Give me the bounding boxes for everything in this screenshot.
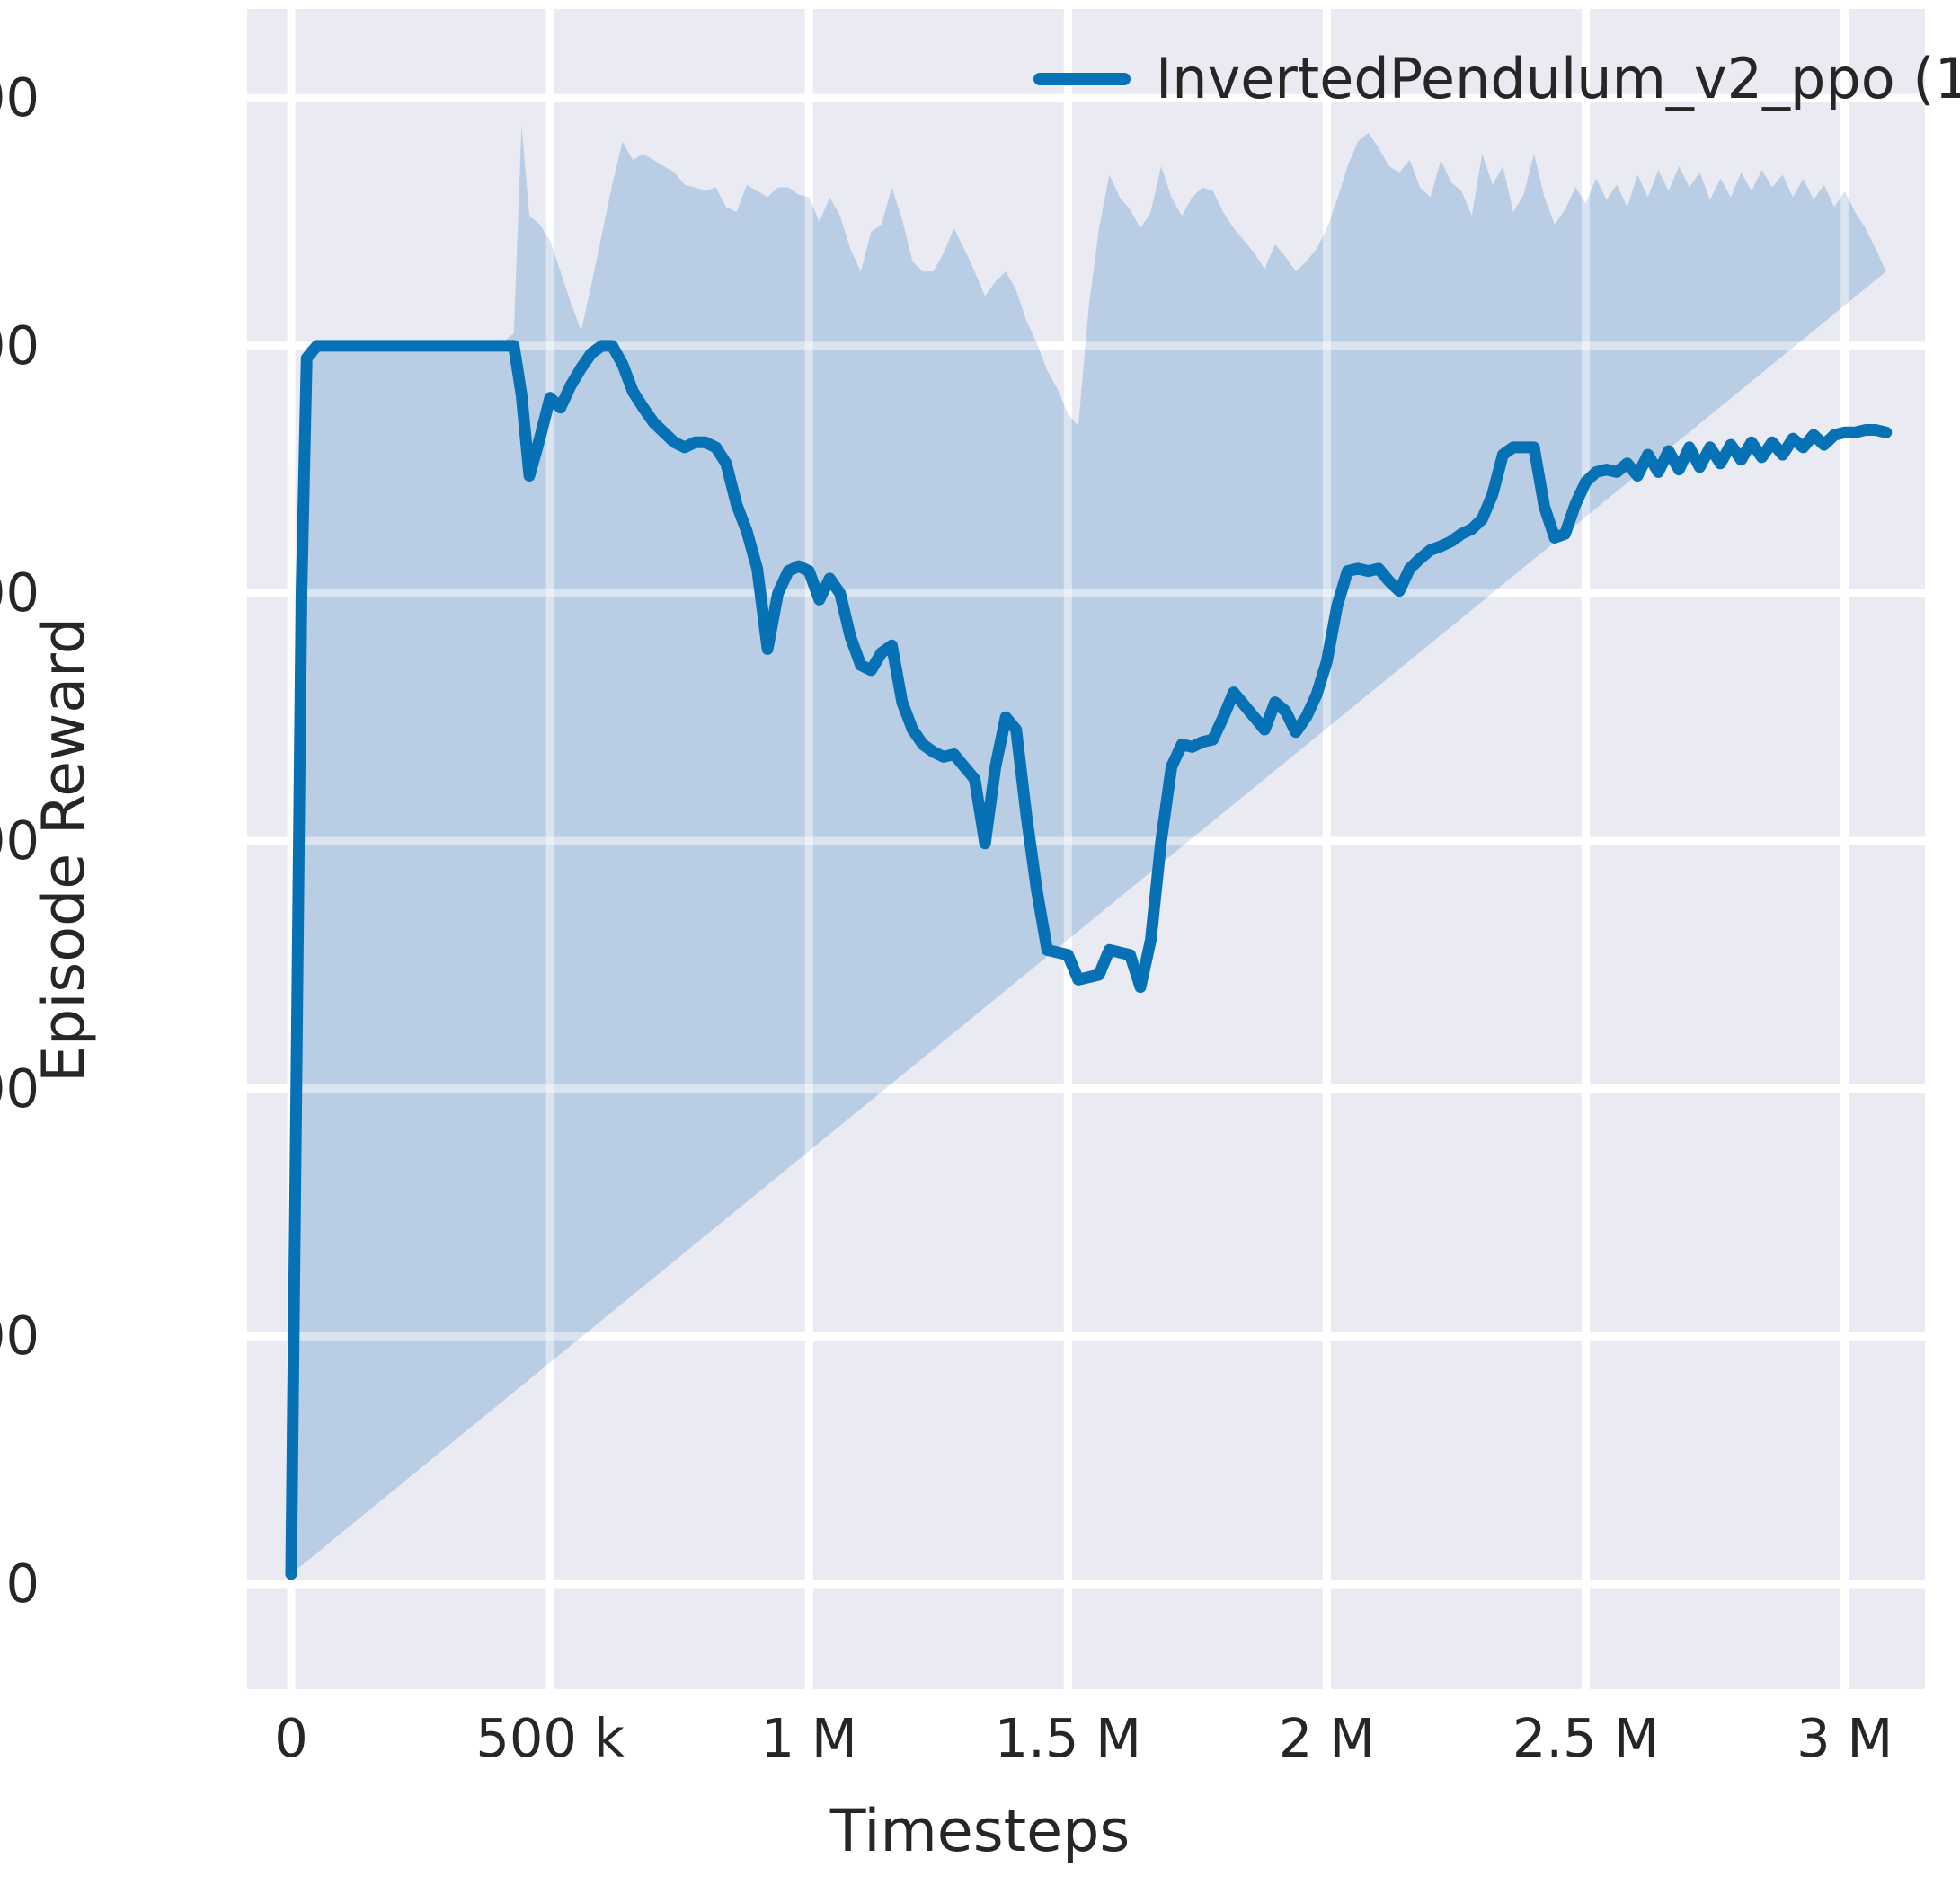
gridlines-over-band [247, 9, 1925, 1689]
x-tick-label: 0 [274, 1707, 308, 1769]
x-tick-label: 1 M [760, 1707, 857, 1769]
legend: InvertedPendulum_v2_ppo (10) [1033, 49, 1960, 109]
confidence-band [290, 125, 1886, 1574]
x-axis-title: Timesteps [829, 1798, 1131, 1865]
x-tick-label: 3 M [1796, 1707, 1893, 1769]
legend-entry-label: InvertedPendulum_v2_ppo (10) [1156, 46, 1960, 111]
y-tick-label: 600 [0, 810, 40, 872]
y-tick-label: 1000 [0, 314, 40, 376]
y-tick-label: 400 [0, 1057, 40, 1119]
x-tick-label: 500 k [475, 1707, 625, 1769]
y-tick-label: 1200 [0, 66, 40, 129]
plot-svg [247, 9, 1925, 1689]
x-tick-label: 1.5 M [994, 1707, 1142, 1769]
plot-area [247, 9, 1925, 1689]
y-tick-label: 200 [0, 1305, 40, 1367]
y-axis-title: Episode Reward [31, 617, 98, 1084]
legend-line-swatch [1033, 73, 1131, 85]
y-tick-label: 800 [0, 562, 40, 624]
x-tick-label: 2.5 M [1512, 1707, 1660, 1769]
mean-line [285, 340, 1893, 1580]
y-tick-label: 0 [5, 1552, 40, 1615]
x-tick-label: 2 M [1278, 1707, 1376, 1769]
